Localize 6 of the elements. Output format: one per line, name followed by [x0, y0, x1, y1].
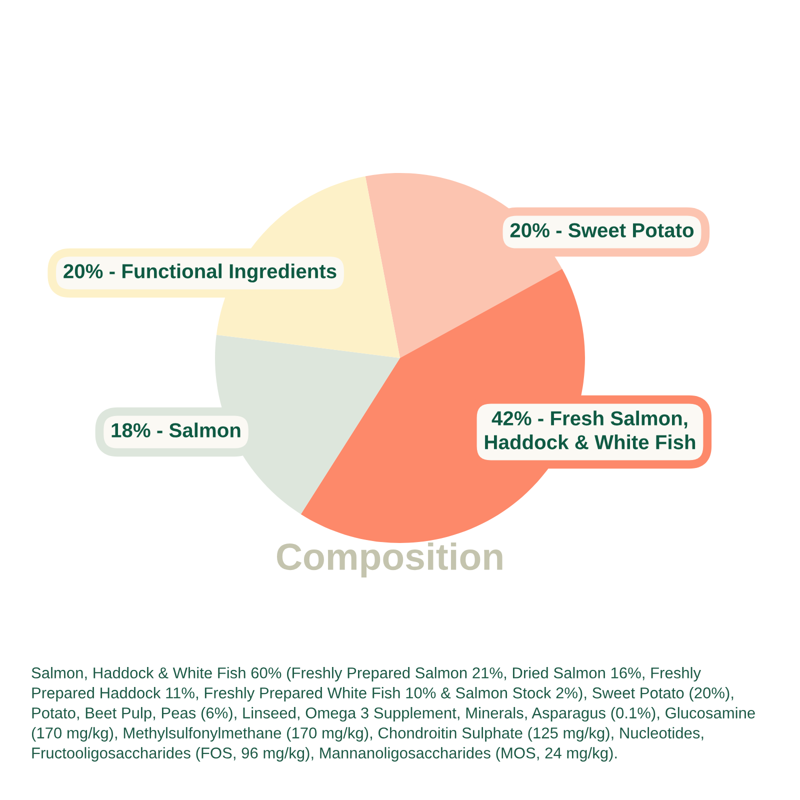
slice-label: 42% - Fresh Salmon, Haddock & White Fish	[485, 410, 696, 450]
slice-label: 20% - Sweet Potato	[510, 223, 694, 238]
slice-label: 18% - Salmon	[112, 422, 240, 438]
text: Salmon, Haddock & White Fish 60% (Freshly Prepared Salmon 21%, Dried Salmon 16%, Freshly Prepared Haddock 11%, Freshly Prepared White Fish 10% & Salmon Stock 2%), Sweet Potato (20%), Potato, Beet Pulp, Peas (6%), Linseed, Omega 3 Supplement, Minerals, Asparagus (0.1%), Glucosamine (170 mg/kg), Methylsulfonylmethane (170 mg/kg), Chondroitin Sulphate (125 mg/kg), Nucleotides, Fructooligosaccharides (FOS, 96 mg/kg), Mannanoligosaccharides (MOS, 24 mg/kg).	[32, 667, 755, 762]
slice-label: 20% - Functional Ingredients	[64, 264, 336, 282]
text: Composition	[276, 542, 502, 578]
